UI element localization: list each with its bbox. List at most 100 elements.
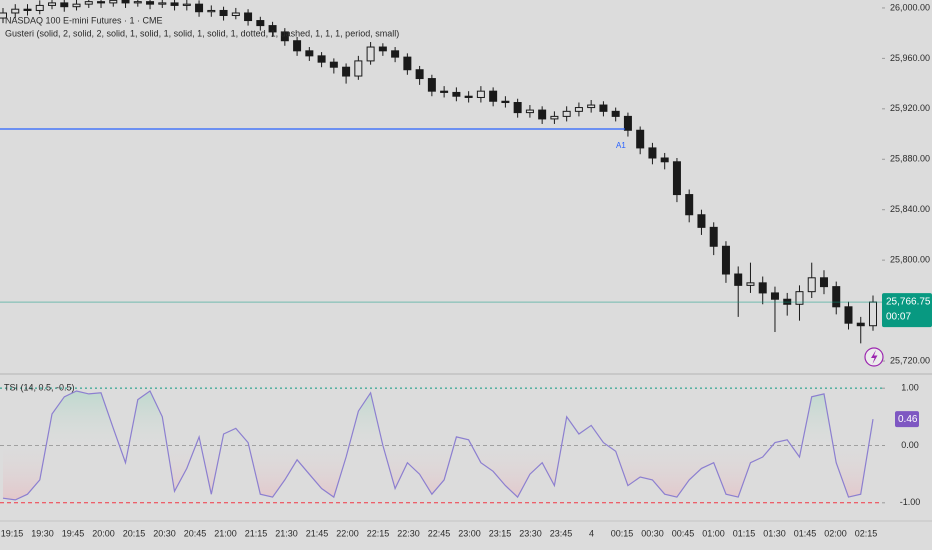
- y-tick-label: -1.00: [900, 497, 921, 507]
- x-tick-label: 02:00: [824, 528, 847, 538]
- candle-body: [146, 1, 155, 5]
- last-value-box: [895, 411, 919, 428]
- candle-body: [84, 1, 93, 5]
- countdown-label: 00:07: [886, 312, 911, 323]
- x-tick-label: 21:45: [306, 528, 329, 538]
- level-label: A1: [616, 141, 626, 150]
- candle-body: [832, 286, 841, 308]
- x-tick-label: 20:00: [92, 528, 115, 538]
- candle-body: [158, 2, 167, 5]
- tsi-line: [2, 390, 874, 501]
- y-tick-label: 26,000.00: [890, 2, 930, 12]
- x-tick-label: 4: [589, 528, 594, 538]
- candle-body: [219, 9, 228, 17]
- candle-body: [685, 194, 694, 216]
- candle-body: [734, 273, 743, 286]
- x-tick-label: 00:30: [641, 528, 664, 538]
- last-price-label: 25,766.75: [886, 297, 931, 308]
- candle-body: [354, 60, 363, 77]
- candle-body: [587, 104, 596, 109]
- x-tick-label: 01:15: [733, 528, 756, 538]
- candle-body: [476, 90, 485, 98]
- x-tick-label: 19:15: [1, 528, 24, 538]
- last-value-label: 0.46: [898, 414, 918, 425]
- x-tick-label: 23:00: [458, 528, 481, 538]
- candle-body: [366, 46, 375, 62]
- y-tick-label: 25,840.00: [890, 204, 930, 214]
- x-tick-label: 22:45: [428, 528, 451, 538]
- candle-body: [611, 110, 620, 117]
- candle-body: [770, 292, 779, 300]
- candle-body: [403, 56, 412, 71]
- x-tick-label: 23:45: [550, 528, 573, 538]
- x-tick-label: 22:15: [367, 528, 390, 538]
- candle-body: [623, 115, 632, 131]
- x-tick-label: 20:30: [153, 528, 176, 538]
- candle-body: [538, 109, 547, 120]
- candle-body: [660, 157, 669, 163]
- x-tick-label: 00:15: [611, 528, 634, 538]
- candle-body: [268, 25, 277, 33]
- candle-body: [97, 1, 106, 4]
- x-tick-label: 23:30: [519, 528, 542, 538]
- y-tick-label: 25,960.00: [890, 53, 930, 63]
- candle-body: [48, 2, 57, 6]
- candle-body: [746, 282, 755, 286]
- y-tick-label: 25,880.00: [890, 154, 930, 164]
- x-tick-label: 01:00: [702, 528, 725, 538]
- candle-body: [844, 306, 853, 324]
- candle-body: [305, 50, 314, 57]
- candle-body: [427, 78, 436, 92]
- candle-body: [0, 12, 7, 19]
- candle-body: [207, 9, 216, 13]
- alert-icon[interactable]: [864, 347, 884, 367]
- x-tick-label: 21:30: [275, 528, 298, 538]
- candle-body: [121, 0, 130, 4]
- candle-body: [550, 115, 559, 120]
- candle-body: [525, 109, 534, 114]
- candle-body: [440, 90, 449, 93]
- candle-body: [293, 40, 302, 52]
- candle-body: [795, 291, 804, 305]
- candle-body: [856, 322, 865, 327]
- candle-body: [72, 3, 81, 8]
- y-tick-label: 1.00: [901, 383, 919, 393]
- x-tick-label: 20:45: [184, 528, 207, 538]
- candle-body: [758, 282, 767, 294]
- candle-body: [378, 46, 387, 52]
- candle-body: [489, 90, 498, 102]
- y-tick-label: 25,800.00: [890, 255, 930, 265]
- candle-body: [672, 161, 681, 196]
- x-tick-label: 20:15: [123, 528, 146, 538]
- indicator-label: Gusteri (solid, 2, solid, 2, solid, 1, s…: [5, 28, 399, 38]
- chart-title: NASDAQ 100 E-mini Futures · 1 · CME: [5, 15, 163, 25]
- x-tick-label: 21:00: [214, 528, 237, 538]
- candle-body: [195, 3, 204, 13]
- candle-body: [342, 66, 351, 77]
- y-tick-label: 25,920.00: [890, 103, 930, 113]
- tsi-pane: [0, 387, 882, 504]
- x-tick-label: 19:45: [62, 528, 85, 538]
- y-tick-label: 25,720.00: [890, 355, 930, 365]
- candle-body: [501, 100, 510, 104]
- last-price-box: [882, 293, 932, 328]
- x-tick-label: 23:15: [489, 528, 512, 538]
- x-tick-label: 22:30: [397, 528, 420, 538]
- candle-body: [35, 4, 44, 11]
- alert-bolt[interactable]: [871, 350, 878, 364]
- candle-body: [391, 50, 400, 58]
- x-tick-label: 19:30: [31, 528, 54, 538]
- x-tick-label: 01:30: [763, 528, 786, 538]
- candle-body: [256, 20, 265, 27]
- candle-body: [636, 129, 645, 149]
- candle-body: [11, 8, 20, 14]
- candle-body: [562, 110, 571, 117]
- candle-body: [23, 8, 32, 11]
- x-tick-label: 21:15: [245, 528, 268, 538]
- tsi-title: TSI (14, 0.5, -0.5): [4, 382, 75, 392]
- candle-body: [170, 2, 179, 6]
- candle-body: [599, 104, 608, 112]
